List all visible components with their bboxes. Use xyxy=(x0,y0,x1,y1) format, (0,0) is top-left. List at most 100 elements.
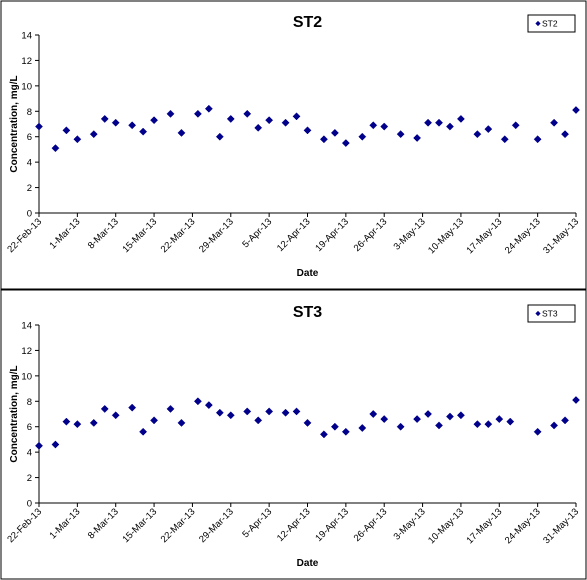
data-point xyxy=(396,130,405,139)
data-point xyxy=(484,420,493,429)
data-point xyxy=(265,407,274,416)
x-axis-label: Date xyxy=(297,268,319,279)
data-point xyxy=(473,130,482,139)
data-point xyxy=(303,126,312,135)
data-point xyxy=(62,126,71,135)
data-point xyxy=(550,118,559,127)
data-point xyxy=(177,128,186,137)
data-point xyxy=(226,114,235,123)
chart-title: ST3 xyxy=(293,304,322,321)
y-axis-label: Concentration, mg/L xyxy=(9,365,20,462)
y-tick-label: 12 xyxy=(21,346,32,357)
data-point xyxy=(51,440,60,449)
data-point xyxy=(265,116,274,125)
data-point xyxy=(561,130,569,139)
data-point xyxy=(369,410,378,418)
chart-title: ST2 xyxy=(293,14,322,31)
data-point xyxy=(111,118,120,127)
data-point xyxy=(446,412,454,421)
y-axis-label: Concentration, mg/L xyxy=(9,75,20,172)
y-tick-label: 6 xyxy=(27,422,32,433)
data-point xyxy=(456,411,465,420)
y-tick-label: 8 xyxy=(27,107,32,118)
data-point xyxy=(128,121,137,130)
data-point xyxy=(358,424,367,432)
y-tick-label: 4 xyxy=(27,448,32,459)
data-point xyxy=(89,130,98,139)
data-point xyxy=(456,114,465,123)
y-tick-label: 0 xyxy=(27,209,32,220)
data-point xyxy=(100,114,109,123)
legend-label: ST2 xyxy=(542,19,558,29)
data-point xyxy=(396,422,405,431)
data-point xyxy=(128,403,137,412)
data-point xyxy=(292,112,301,121)
data-point xyxy=(215,132,224,141)
data-point xyxy=(319,430,328,439)
data-point xyxy=(506,417,515,426)
chart-area-border xyxy=(0,289,587,580)
data-point xyxy=(193,109,202,118)
legend-marker xyxy=(535,310,541,317)
y-tick-label: 6 xyxy=(27,132,32,143)
data-point xyxy=(369,121,378,130)
data-point xyxy=(380,415,389,424)
y-tick-label: 2 xyxy=(27,183,32,194)
data-point xyxy=(484,125,493,134)
chart-area-border xyxy=(0,0,587,290)
data-point xyxy=(380,122,389,131)
data-point xyxy=(572,106,580,114)
data-point xyxy=(292,407,301,416)
data-point xyxy=(35,441,43,450)
data-point xyxy=(561,416,569,425)
data-point xyxy=(89,418,98,427)
data-point xyxy=(111,411,120,420)
data-point xyxy=(139,427,148,436)
data-point xyxy=(424,118,433,127)
data-point xyxy=(281,118,290,127)
legend-marker xyxy=(535,20,541,27)
y-tick-label: 14 xyxy=(21,321,32,332)
data-point xyxy=(226,411,235,420)
y-tick-label: 4 xyxy=(27,158,32,169)
data-point xyxy=(166,404,175,413)
data-point xyxy=(193,397,202,406)
data-point xyxy=(435,118,443,127)
data-point xyxy=(341,139,350,148)
legend: ST3 xyxy=(527,304,576,323)
data-point xyxy=(243,407,252,416)
y-tick-label: 12 xyxy=(21,56,32,67)
series-ST2 xyxy=(35,104,580,153)
data-point xyxy=(215,408,224,417)
data-point xyxy=(424,410,433,418)
data-point xyxy=(254,416,263,425)
data-point xyxy=(254,123,263,132)
data-point xyxy=(139,127,148,136)
y-tick-label: 2 xyxy=(27,473,32,484)
legend: ST2 xyxy=(527,14,576,33)
data-point xyxy=(413,134,422,142)
series-ST3 xyxy=(35,396,580,450)
data-point xyxy=(435,421,443,430)
data-point xyxy=(446,122,454,131)
data-point xyxy=(100,404,109,413)
data-point xyxy=(500,135,509,144)
data-point xyxy=(150,416,159,425)
data-point xyxy=(511,121,520,130)
data-point xyxy=(533,427,542,436)
y-tick-label: 0 xyxy=(27,499,32,510)
data-point xyxy=(166,109,175,118)
data-point xyxy=(51,144,60,153)
y-tick-label: 14 xyxy=(21,31,32,42)
legend-box xyxy=(527,304,576,323)
y-tick-label: 10 xyxy=(21,371,32,382)
data-point xyxy=(473,420,482,429)
data-point xyxy=(495,415,504,424)
legend-box xyxy=(527,14,576,33)
data-point xyxy=(330,128,339,137)
data-point xyxy=(35,122,43,131)
data-point xyxy=(358,132,367,141)
data-point xyxy=(73,135,82,144)
